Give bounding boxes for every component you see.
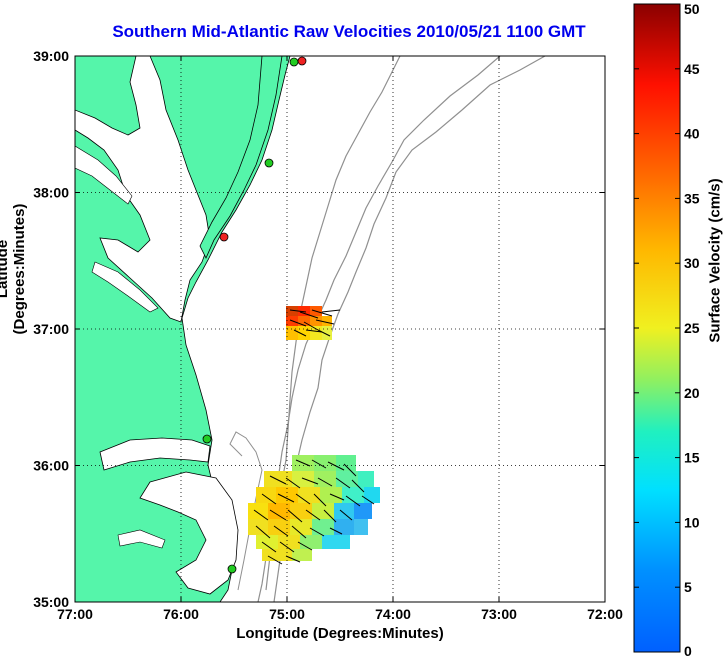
x-tick-label: 73:00 [481, 606, 517, 622]
colorbar-tick-label: 20 [684, 385, 700, 401]
colorbar-tick-label: 40 [684, 126, 700, 142]
site-marker [264, 158, 274, 168]
colorbar-tick-label: 30 [684, 255, 700, 271]
y-axis-ticks: 39:00 38:00 37:00 36:00 35:00 [33, 48, 605, 610]
colorbar-tick-label: 0 [684, 643, 692, 659]
velocity-patch-south [248, 455, 380, 561]
x-tick-label: 76:00 [163, 606, 199, 622]
albemarle-sound [99, 437, 211, 471]
x-tick-label: 72:00 [587, 606, 623, 622]
y-tick-label: 36:00 [33, 458, 69, 474]
y-tick-label: 38:00 [33, 185, 69, 201]
x-tick-label: 75:00 [269, 606, 305, 622]
map-layer [75, 56, 546, 602]
colorbar-tick-label: 45 [684, 61, 700, 77]
site-markers [202, 56, 307, 574]
river-inlet-3 [117, 529, 166, 549]
x-tick-label: 74:00 [375, 606, 411, 622]
site-marker [219, 232, 229, 242]
chart-title: Southern Mid-Atlantic Raw Velocities 201… [112, 22, 586, 41]
river-inlet-2 [91, 261, 159, 313]
site-marker [202, 434, 212, 444]
colorbar-tick-label: 25 [684, 320, 700, 336]
bathymetry-contour-4 [229, 431, 263, 591]
colorbar-tick-label: 5 [684, 579, 692, 595]
x-axis-ticks: 77:00 76:00 75:00 74:00 73:00 72:00 [57, 56, 623, 622]
colorbar-tick-label: 50 [684, 1, 700, 17]
site-marker [227, 564, 237, 574]
colorbar-tick-label: 35 [684, 190, 700, 206]
colorbar-tick-label: 15 [684, 450, 700, 466]
eastern-shore [199, 56, 283, 259]
grid-lines [75, 56, 605, 602]
x-tick-label: 77:00 [57, 606, 93, 622]
colorbar-tick-label: 10 [684, 514, 700, 530]
chesapeake-bay [75, 56, 211, 323]
site-marker [289, 57, 299, 67]
site-marker [297, 56, 307, 66]
y-tick-label: 39:00 [33, 48, 69, 64]
velocity-vectors-south [253, 459, 375, 565]
velocity-vectors-north [289, 309, 341, 337]
y-tick-label: 37:00 [33, 321, 69, 337]
y-tick-label: 35:00 [33, 594, 69, 610]
river-inlet-1 [75, 145, 133, 205]
pamlico-sound [139, 471, 239, 595]
colorbar [633, 3, 681, 653]
x-axis-label: Longitude (Degrees:Minutes) [236, 625, 444, 642]
